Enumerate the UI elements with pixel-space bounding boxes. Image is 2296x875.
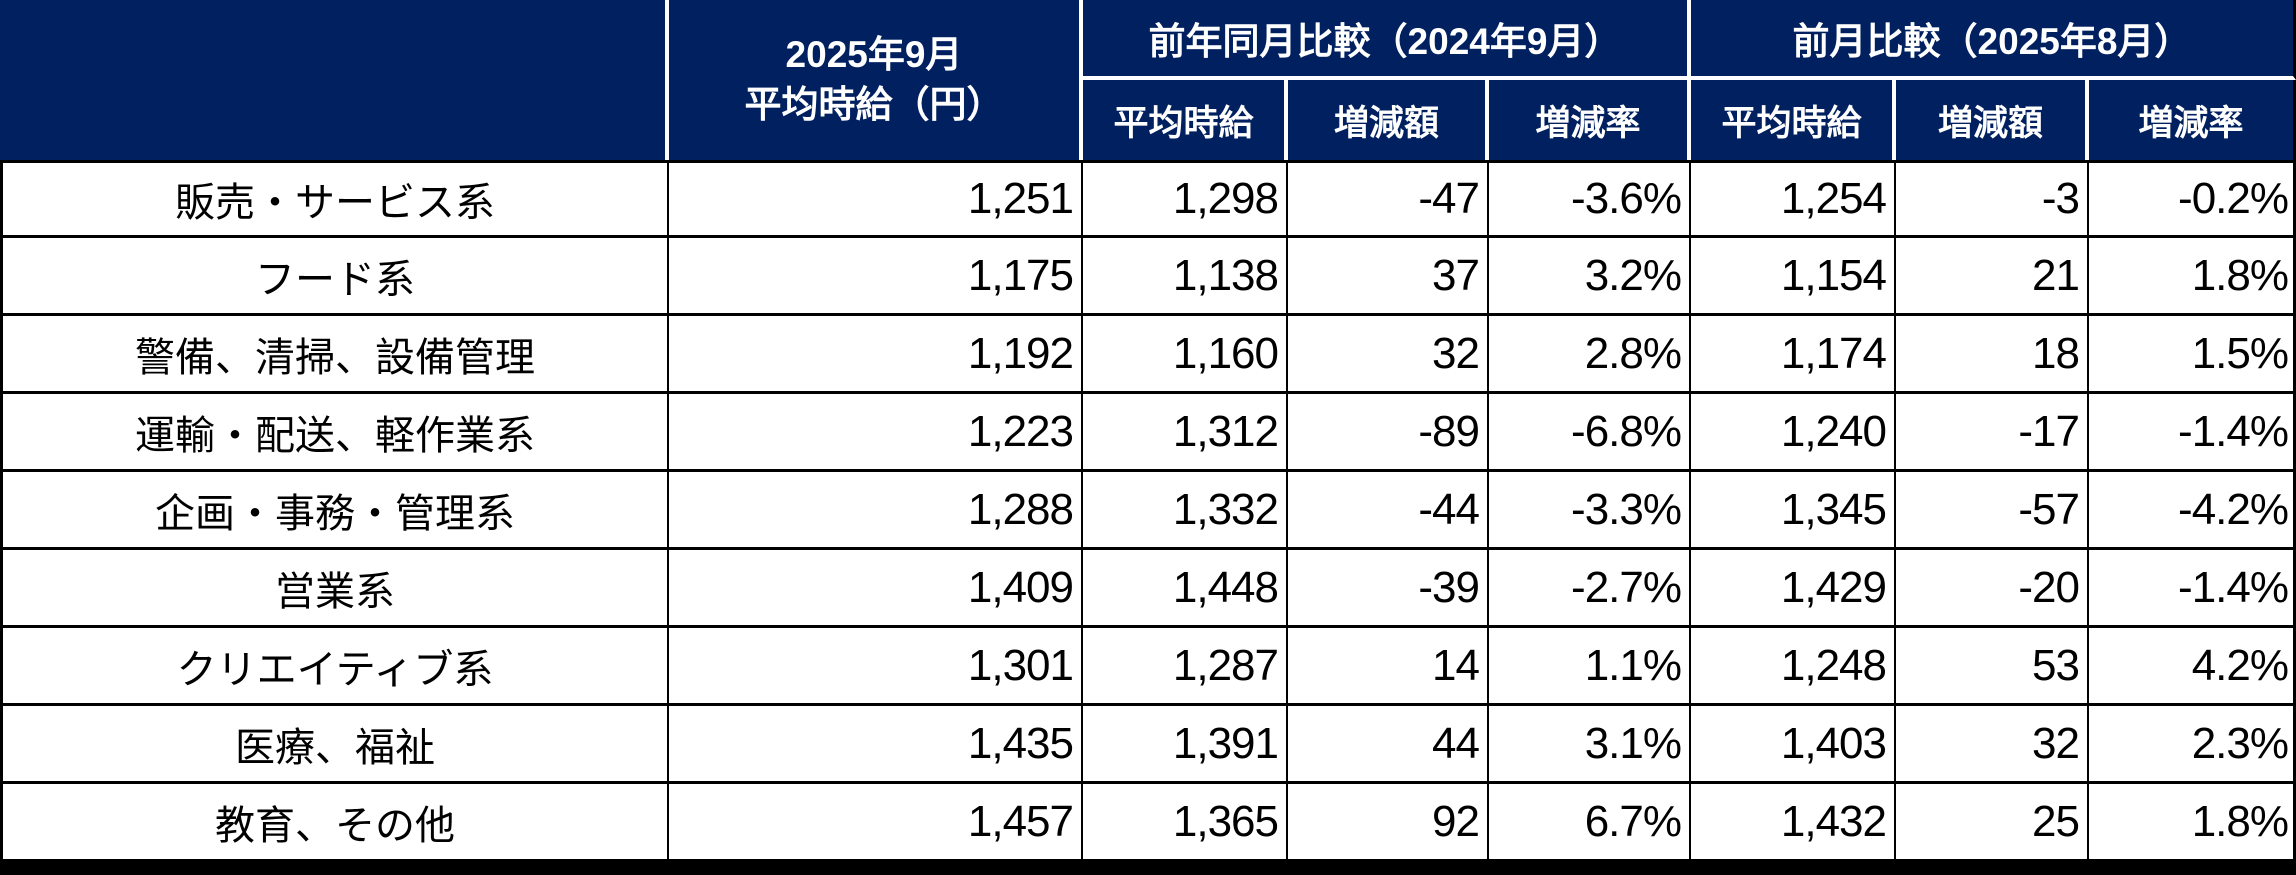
mom-avg-cell: 1,345 xyxy=(1691,472,1896,550)
category-cell: 販売・サービス系 xyxy=(0,160,669,238)
corner-cell xyxy=(0,0,669,160)
table-bottom-border xyxy=(0,862,2296,875)
category-cell: クリエイティブ系 xyxy=(0,628,669,706)
yoy-diff-cell: 32 xyxy=(1288,316,1489,394)
yoy-diff-cell: 44 xyxy=(1288,706,1489,784)
mom-rate-header: 増減率 xyxy=(2089,80,2296,160)
yoy-avg-cell: 1,138 xyxy=(1083,238,1288,316)
yoy-diff-cell: -44 xyxy=(1288,472,1489,550)
category-cell: 教育、その他 xyxy=(0,784,669,862)
yoy-avg-cell: 1,448 xyxy=(1083,550,1288,628)
mom-avg-cell: 1,240 xyxy=(1691,394,1896,472)
mom-diff-cell: -20 xyxy=(1896,550,2089,628)
current-avg-cell: 1,251 xyxy=(669,160,1083,238)
current-avg-cell: 1,192 xyxy=(669,316,1083,394)
mom-avg-header: 平均時給 xyxy=(1691,80,1896,160)
mom-diff-cell: 53 xyxy=(1896,628,2089,706)
mom-avg-cell: 1,154 xyxy=(1691,238,1896,316)
mom-avg-cell: 1,174 xyxy=(1691,316,1896,394)
yoy-diff-cell: 14 xyxy=(1288,628,1489,706)
mom-diff-cell: -3 xyxy=(1896,160,2089,238)
yoy-avg-cell: 1,160 xyxy=(1083,316,1288,394)
yoy-avg-cell: 1,332 xyxy=(1083,472,1288,550)
yoy-rate-cell: -3.6% xyxy=(1489,160,1691,238)
yoy-rate-cell: 1.1% xyxy=(1489,628,1691,706)
mom-rate-cell: -4.2% xyxy=(2089,472,2296,550)
mom-diff-cell: 32 xyxy=(1896,706,2089,784)
yoy-rate-cell: -6.8% xyxy=(1489,394,1691,472)
category-cell: 営業系 xyxy=(0,550,669,628)
current-avg-cell: 1,223 xyxy=(669,394,1083,472)
yoy-rate-cell: 3.1% xyxy=(1489,706,1691,784)
yoy-avg-cell: 1,298 xyxy=(1083,160,1288,238)
category-cell: 警備、清掃、設備管理 xyxy=(0,316,669,394)
mom-rate-cell: 1.8% xyxy=(2089,238,2296,316)
yoy-avg-cell: 1,312 xyxy=(1083,394,1288,472)
mom-avg-cell: 1,432 xyxy=(1691,784,1896,862)
mom-rate-cell: 1.8% xyxy=(2089,784,2296,862)
yoy-group-header: 前年同月比較（2024年9月） xyxy=(1083,0,1691,80)
yoy-diff-cell: -39 xyxy=(1288,550,1489,628)
mom-avg-cell: 1,429 xyxy=(1691,550,1896,628)
current-month-header: 2025年9月 平均時給（円） xyxy=(669,0,1083,160)
mom-avg-cell: 1,248 xyxy=(1691,628,1896,706)
mom-avg-cell: 1,254 xyxy=(1691,160,1896,238)
mom-rate-cell: -1.4% xyxy=(2089,550,2296,628)
mom-diff-cell: 21 xyxy=(1896,238,2089,316)
yoy-avg-header: 平均時給 xyxy=(1083,80,1288,160)
category-cell: 運輸・配送、軽作業系 xyxy=(0,394,669,472)
mom-diff-cell: 18 xyxy=(1896,316,2089,394)
mom-rate-cell: 1.5% xyxy=(2089,316,2296,394)
yoy-rate-header: 増減率 xyxy=(1489,80,1691,160)
current-avg-cell: 1,409 xyxy=(669,550,1083,628)
category-cell: フード系 xyxy=(0,238,669,316)
yoy-diff-cell: -47 xyxy=(1288,160,1489,238)
yoy-avg-cell: 1,391 xyxy=(1083,706,1288,784)
mom-rate-cell: 2.3% xyxy=(2089,706,2296,784)
yoy-rate-cell: 6.7% xyxy=(1489,784,1691,862)
mom-avg-cell: 1,403 xyxy=(1691,706,1896,784)
yoy-rate-cell: 2.8% xyxy=(1489,316,1691,394)
yoy-diff-cell: 92 xyxy=(1288,784,1489,862)
mom-rate-cell: -0.2% xyxy=(2089,160,2296,238)
yoy-rate-cell: -3.3% xyxy=(1489,472,1691,550)
yoy-rate-cell: -2.7% xyxy=(1489,550,1691,628)
mom-diff-cell: 25 xyxy=(1896,784,2089,862)
current-avg-cell: 1,435 xyxy=(669,706,1083,784)
category-cell: 医療、福祉 xyxy=(0,706,669,784)
yoy-avg-cell: 1,287 xyxy=(1083,628,1288,706)
mom-diff-header: 増減額 xyxy=(1896,80,2089,160)
mom-diff-cell: -17 xyxy=(1896,394,2089,472)
current-avg-cell: 1,457 xyxy=(669,784,1083,862)
yoy-avg-cell: 1,365 xyxy=(1083,784,1288,862)
current-avg-cell: 1,288 xyxy=(669,472,1083,550)
category-cell: 企画・事務・管理系 xyxy=(0,472,669,550)
yoy-diff-cell: -89 xyxy=(1288,394,1489,472)
mom-rate-cell: -1.4% xyxy=(2089,394,2296,472)
yoy-diff-header: 増減額 xyxy=(1288,80,1489,160)
mom-rate-cell: 4.2% xyxy=(2089,628,2296,706)
current-avg-cell: 1,175 xyxy=(669,238,1083,316)
current-avg-cell: 1,301 xyxy=(669,628,1083,706)
mom-diff-cell: -57 xyxy=(1896,472,2089,550)
yoy-rate-cell: 3.2% xyxy=(1489,238,1691,316)
yoy-diff-cell: 37 xyxy=(1288,238,1489,316)
mom-group-header: 前月比較（2025年8月） xyxy=(1691,0,2296,80)
